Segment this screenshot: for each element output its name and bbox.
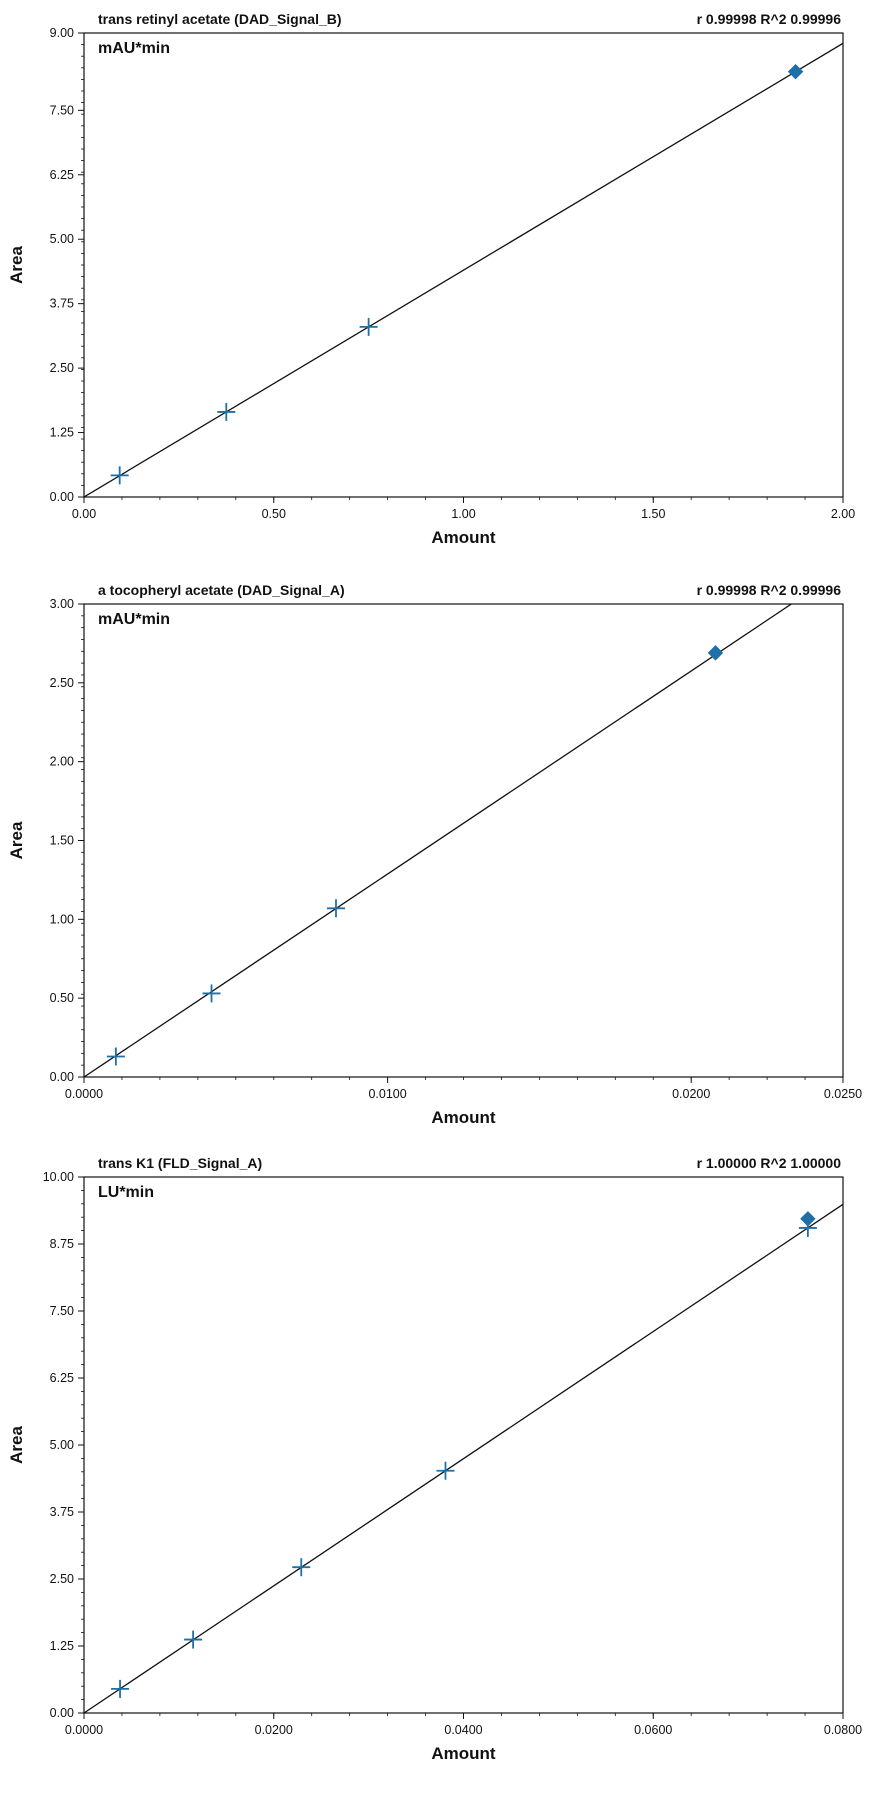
y-tick-label: 2.50 <box>50 676 74 690</box>
regression-stat: r 0.99998 R^2 0.99996 <box>697 11 842 27</box>
data-point-plus <box>184 1630 203 1649</box>
y-tick-label: 1.50 <box>50 834 74 848</box>
x-tick-label: 0.00 <box>72 507 96 521</box>
chart-3: trans K1 (FLD_Signal_A) r 1.00000 R^2 1.0… <box>7 1155 862 1763</box>
unit-label: mAU*min <box>98 40 170 57</box>
chart-title: trans retinyl acetate (DAD_Signal_B) <box>98 11 342 27</box>
x-tick-label: 2.00 <box>831 507 855 521</box>
data-point-plus <box>110 466 129 485</box>
x-tick-label: 0.0000 <box>65 1087 103 1101</box>
y-tick-label: 8.75 <box>50 1237 74 1251</box>
chart-title: a tocopheryl acetate (DAD_Signal_A) <box>98 582 345 598</box>
calibration-fit-line <box>84 604 792 1077</box>
y-tick-label: 5.00 <box>50 1438 74 1452</box>
data-point-plus <box>292 1558 311 1577</box>
x-tick-label: 0.0200 <box>255 1723 293 1737</box>
x-tick-label: 0.0100 <box>368 1087 406 1101</box>
data-point-diamond <box>787 63 804 80</box>
y-tick-label: 1.25 <box>50 426 74 440</box>
chart-title: trans K1 (FLD_Signal_A) <box>98 1155 262 1171</box>
y-tick-label: 6.25 <box>50 168 74 182</box>
x-tick-label: 0.0200 <box>672 1087 710 1101</box>
x-tick-label: 0.50 <box>262 507 286 521</box>
y-tick-label: 5.00 <box>50 232 74 246</box>
data-point-plus <box>202 984 221 1003</box>
x-tick-label: 1.50 <box>641 507 665 521</box>
y-tick-label: 10.00 <box>43 1170 74 1184</box>
regression-stat: r 1.00000 R^2 1.00000 <box>697 1155 842 1171</box>
calibration-fit-line <box>84 1203 843 1713</box>
data-point-plus <box>217 402 236 421</box>
x-tick-label: 0.0250 <box>824 1087 862 1101</box>
y-axis-title: Area <box>7 1426 26 1464</box>
y-tick-label: 7.50 <box>50 103 74 117</box>
calibration-fit-line <box>84 42 843 497</box>
y-axis-title: Area <box>7 246 26 284</box>
chart-1: trans retinyl acetate (DAD_Signal_B) r 0.… <box>7 11 855 547</box>
y-tick-label: 7.50 <box>50 1304 74 1318</box>
y-tick-label: 3.75 <box>50 1505 74 1519</box>
y-tick-label: 0.00 <box>50 1706 74 1720</box>
y-tick-label: 2.50 <box>50 361 74 375</box>
data-point-plus <box>359 317 378 336</box>
y-axis-title: Area <box>7 821 26 859</box>
y-tick-label: 6.25 <box>50 1371 74 1385</box>
x-axis-title: Amount <box>431 1108 496 1127</box>
data-point-plus <box>436 1461 455 1480</box>
y-tick-label: 9.00 <box>50 26 74 40</box>
y-tick-label: 2.00 <box>50 755 74 769</box>
x-tick-label: 1.00 <box>451 507 475 521</box>
data-point-diamond <box>707 645 724 661</box>
chart-2: a tocopheryl acetate (DAD_Signal_A) r 0.9… <box>7 582 862 1127</box>
x-axis-title: Amount <box>431 528 496 547</box>
y-tick-label: 1.25 <box>50 1639 74 1653</box>
x-tick-label: 0.0600 <box>634 1723 672 1737</box>
y-tick-label: 0.00 <box>50 1070 74 1084</box>
y-tick-label: 0.00 <box>50 490 74 504</box>
y-tick-label: 2.50 <box>50 1572 74 1586</box>
plot-frame <box>83 1176 844 1714</box>
data-point-plus <box>326 899 345 918</box>
plot-frame <box>83 32 844 498</box>
x-tick-label: 0.0400 <box>444 1723 482 1737</box>
data-point-diamond <box>800 1211 816 1227</box>
regression-stat: r 0.99998 R^2 0.99996 <box>697 582 842 598</box>
x-tick-label: 0.0000 <box>65 1723 103 1737</box>
y-tick-label: 3.75 <box>50 297 74 311</box>
y-tick-label: 0.50 <box>50 991 74 1005</box>
unit-label: mAU*min <box>98 611 170 628</box>
y-tick-label: 3.00 <box>50 597 74 611</box>
x-tick-label: 0.0800 <box>824 1723 862 1737</box>
plot-frame <box>83 603 844 1078</box>
y-tick-label: 1.00 <box>50 912 74 926</box>
data-point-plus <box>106 1047 125 1066</box>
data-point-plus <box>111 1679 130 1698</box>
x-axis-title: Amount <box>431 1744 496 1763</box>
unit-label: LU*min <box>98 1184 154 1201</box>
